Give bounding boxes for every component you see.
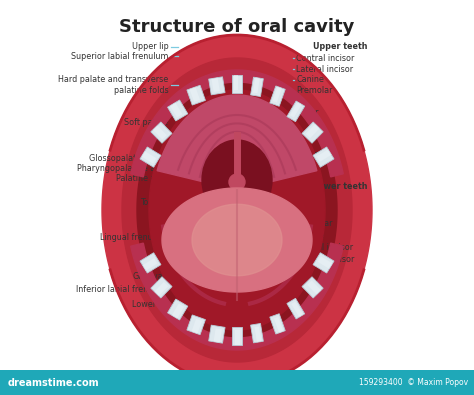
Polygon shape: [274, 317, 283, 333]
Polygon shape: [187, 315, 205, 335]
Polygon shape: [287, 298, 305, 319]
Polygon shape: [302, 122, 323, 143]
Polygon shape: [313, 253, 334, 273]
Polygon shape: [318, 256, 333, 269]
Polygon shape: [140, 253, 161, 273]
Text: Palatine arch: Palatine arch: [116, 174, 168, 183]
Polygon shape: [172, 304, 184, 318]
Polygon shape: [140, 147, 161, 167]
Polygon shape: [131, 70, 343, 177]
Polygon shape: [209, 77, 225, 95]
Text: Glossopalatine arch: Glossopalatine arch: [89, 154, 168, 162]
Polygon shape: [151, 277, 172, 298]
Polygon shape: [270, 314, 285, 334]
Ellipse shape: [202, 140, 272, 220]
Polygon shape: [192, 204, 282, 276]
Text: Lateral incisor: Lateral incisor: [296, 243, 354, 252]
Text: Upper teeth: Upper teeth: [313, 42, 367, 51]
Text: Lower lip: Lower lip: [132, 300, 168, 308]
Polygon shape: [155, 282, 168, 296]
Polygon shape: [191, 319, 202, 334]
Polygon shape: [153, 126, 167, 139]
Polygon shape: [232, 75, 242, 93]
Polygon shape: [162, 188, 312, 292]
Polygon shape: [251, 324, 264, 343]
Polygon shape: [149, 90, 325, 330]
Polygon shape: [292, 302, 303, 317]
Text: dreamstime.com: dreamstime.com: [8, 378, 100, 387]
Text: Gingivae: Gingivae: [133, 272, 168, 281]
Polygon shape: [131, 243, 343, 350]
Text: Superior labial frenulum: Superior labial frenulum: [71, 52, 168, 60]
Text: Canine: Canine: [296, 75, 324, 84]
Text: Canine: Canine: [296, 231, 324, 240]
Circle shape: [229, 174, 245, 190]
Text: Soft palate: Soft palate: [124, 118, 168, 127]
Polygon shape: [170, 103, 182, 117]
Polygon shape: [190, 87, 200, 102]
Polygon shape: [211, 77, 220, 92]
Text: Molar: Molar: [296, 194, 319, 203]
Text: 159293400  © Maxim Popov: 159293400 © Maxim Popov: [359, 378, 468, 387]
Text: Upper lip: Upper lip: [131, 42, 168, 51]
Polygon shape: [255, 326, 261, 342]
Polygon shape: [253, 77, 260, 93]
Polygon shape: [168, 100, 188, 121]
Polygon shape: [290, 102, 302, 118]
Polygon shape: [287, 101, 305, 122]
Polygon shape: [251, 77, 264, 96]
Polygon shape: [143, 258, 157, 271]
Text: Fauces: Fauces: [296, 159, 324, 167]
Text: Molar: Molar: [296, 108, 319, 117]
Polygon shape: [306, 124, 319, 138]
Polygon shape: [213, 328, 222, 343]
Text: Premolar: Premolar: [296, 219, 333, 228]
Polygon shape: [313, 147, 334, 167]
Polygon shape: [209, 325, 225, 343]
Polygon shape: [168, 299, 188, 320]
Text: Lateral incisor: Lateral incisor: [296, 65, 354, 73]
Polygon shape: [187, 85, 205, 105]
Text: Pharyngopalatine arch: Pharyngopalatine arch: [77, 164, 168, 173]
Polygon shape: [307, 280, 321, 295]
Polygon shape: [232, 327, 242, 345]
Polygon shape: [273, 87, 282, 103]
Polygon shape: [302, 277, 323, 298]
Text: Lower teeth: Lower teeth: [313, 182, 367, 191]
Polygon shape: [236, 330, 240, 345]
Polygon shape: [137, 72, 337, 348]
Text: Central incisor: Central incisor: [296, 54, 355, 63]
Text: Central incisor: Central incisor: [296, 255, 355, 263]
Polygon shape: [234, 75, 238, 90]
Polygon shape: [157, 95, 317, 190]
Polygon shape: [270, 86, 285, 106]
Text: Premolar: Premolar: [296, 87, 333, 95]
Bar: [0, 370, 474, 395]
Text: Tongue: Tongue: [140, 198, 168, 207]
Text: Structure of oral cavity: Structure of oral cavity: [119, 18, 355, 36]
Polygon shape: [102, 35, 372, 385]
Polygon shape: [141, 151, 156, 164]
Polygon shape: [122, 58, 352, 362]
Text: Hard palate and transverse
palatine folds: Hard palate and transverse palatine fold…: [58, 75, 168, 95]
Polygon shape: [317, 149, 331, 162]
Text: Lingual frenulum: Lingual frenulum: [100, 233, 168, 242]
Text: Inferior labial frenulum: Inferior labial frenulum: [76, 285, 168, 293]
Polygon shape: [151, 122, 172, 143]
Text: Uvula: Uvula: [296, 150, 319, 158]
